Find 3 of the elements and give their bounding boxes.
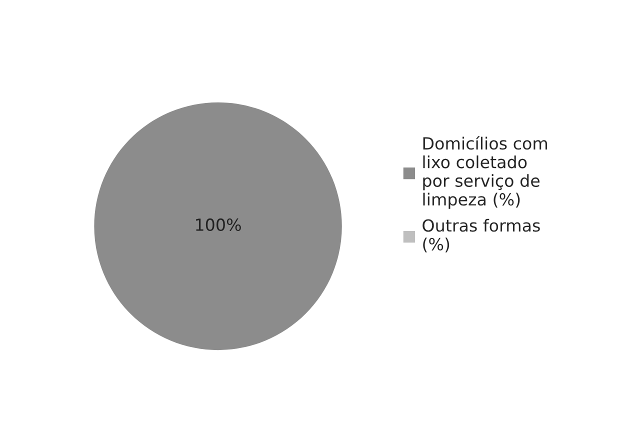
legend-label: Domicílios com lixo coletado por serviço de limpeza (%) — [423, 136, 548, 209]
legend-label: Outras formas (%) — [422, 218, 540, 252]
data-label: 100% — [196, 218, 241, 232]
